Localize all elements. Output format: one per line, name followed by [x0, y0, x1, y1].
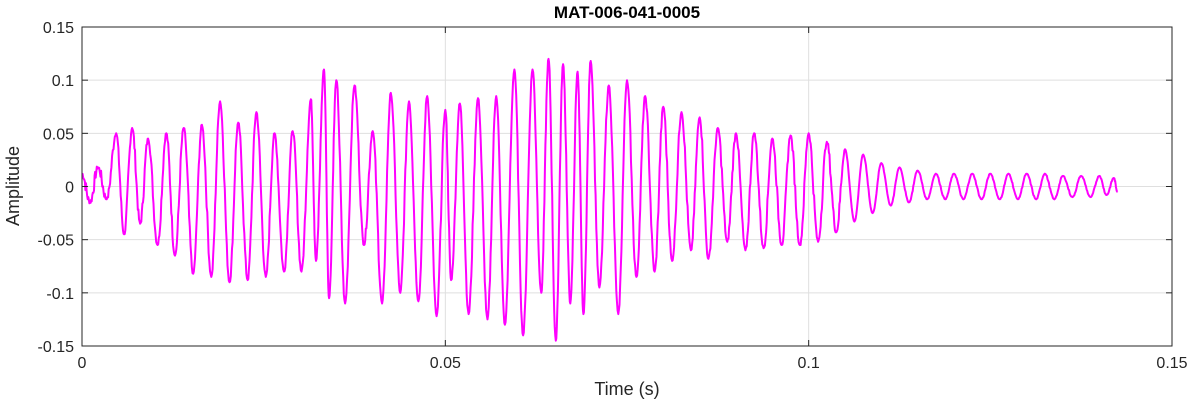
chart-title: MAT-006-041-0005 — [554, 3, 700, 22]
x-tick-label: 0.15 — [1156, 355, 1187, 372]
y-tick-label: -0.15 — [38, 339, 75, 356]
y-tick-label: -0.05 — [38, 233, 75, 250]
y-tick-label: 0.1 — [52, 73, 74, 90]
y-axis: -0.15 -0.1 -0.05 0 0.05 0.1 0.15 — [38, 20, 1172, 356]
y-tick-label: 0.15 — [43, 20, 74, 37]
x-tick-label: 0.05 — [430, 355, 461, 372]
y-tick-label: 0 — [65, 180, 74, 197]
y-tick-label: 0.05 — [43, 126, 74, 143]
y-tick-label: -0.1 — [46, 286, 74, 303]
y-axis-label: Amplitude — [3, 146, 23, 226]
series-layer — [81, 57, 1119, 342]
series-line — [81, 57, 1119, 342]
x-tick-label: 0.1 — [798, 355, 820, 372]
x-tick-label: 0 — [78, 355, 87, 372]
x-axis-label: Time (s) — [594, 379, 659, 399]
x-axis: 0 0.05 0.1 0.15 — [78, 27, 1188, 372]
